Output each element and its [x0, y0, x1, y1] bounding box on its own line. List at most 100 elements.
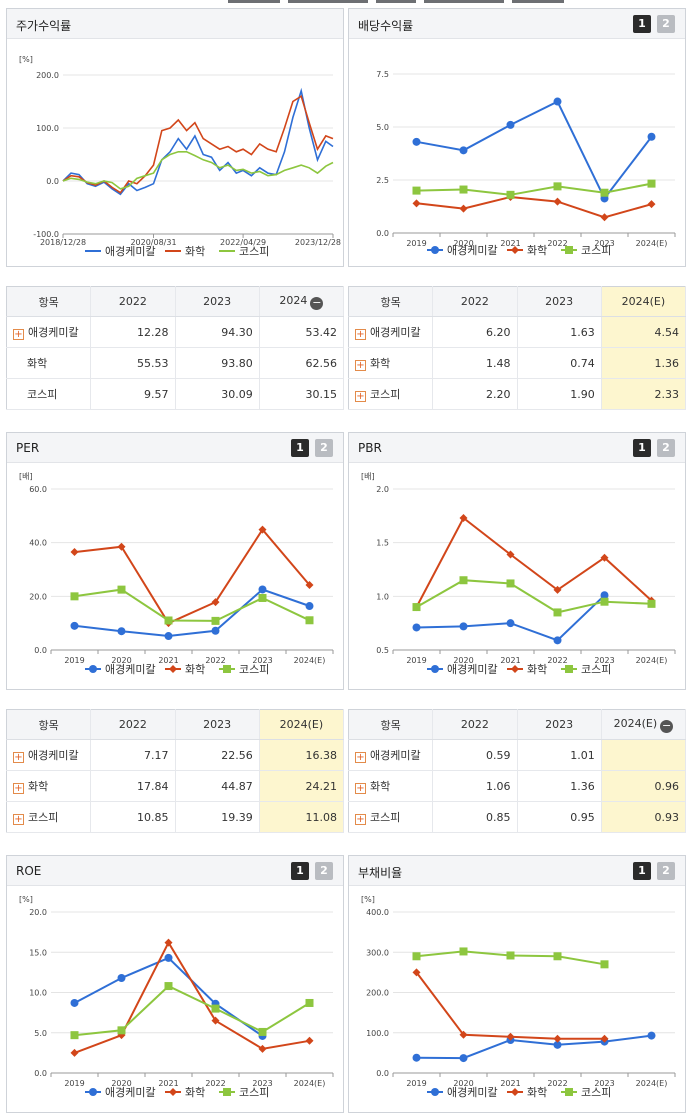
- roe-chart: [%] 20.0 15.0 10.0 5.0 0.0 2019 2020 2021 2022 202…: [19, 895, 334, 1099]
- per-chart: [배] 60.0 40.0 20.0 0.0 2019 2020 2021 2022 2023 20…: [19, 472, 334, 676]
- expand-icon[interactable]: +: [355, 391, 366, 402]
- top-tab-2[interactable]: [288, 0, 368, 3]
- series-line-kospi: [62, 151, 334, 190]
- x-tick-label: 2019: [406, 656, 426, 665]
- table-row: 화학 55.53 93.80 62.56: [6, 347, 345, 379]
- pbr-panel: PBR 1 2 [배] 2.0 1.5 1.0 0.5 2019 2020 2021 2022 2…: [348, 432, 686, 690]
- roe-panel: ROE 1 2 [%] 20.0 15.0 10.0 5.0 0.0 2019 2020 202…: [6, 855, 344, 1113]
- x-tick-label: 2019: [406, 239, 426, 248]
- data-point-kospi: [506, 579, 515, 588]
- row-name-cell[interactable]: + 코스피: [348, 801, 434, 833]
- y-tick-label: 0.5: [376, 646, 389, 655]
- data-point-company: [117, 627, 126, 636]
- data-point-kospi: [506, 190, 515, 199]
- row-name-cell[interactable]: + 화학: [348, 770, 434, 802]
- legend-label-company: 애경케미칼: [105, 1086, 156, 1099]
- data-point-kospi: [647, 179, 656, 188]
- data-point-company: [506, 619, 515, 628]
- row-name-cell[interactable]: + 애경케미칼: [6, 316, 92, 348]
- page-2-button[interactable]: 2: [657, 439, 675, 457]
- table-row: + 화학 1.06 1.36 0.96: [348, 770, 687, 802]
- top-tab-3[interactable]: [376, 0, 416, 3]
- data-point-kospi: [117, 585, 126, 594]
- value-cell: 1.01: [517, 739, 602, 771]
- table-header-cell: 항목: [6, 286, 92, 317]
- page-1-button[interactable]: 1: [633, 439, 651, 457]
- data-point-kospi: [412, 603, 421, 612]
- data-point-company: [647, 132, 656, 141]
- data-point-industry: [459, 204, 468, 213]
- page-1-button[interactable]: 1: [633, 15, 651, 33]
- expand-icon[interactable]: +: [355, 783, 366, 794]
- top-tab-5[interactable]: [512, 0, 564, 3]
- collapse-icon[interactable]: −: [310, 295, 324, 310]
- top-tab-1[interactable]: [228, 0, 280, 3]
- row-name-cell[interactable]: + 애경케미칼: [6, 739, 92, 771]
- y-tick-label: 5.0: [34, 1029, 47, 1038]
- data-point-kospi: [600, 597, 609, 606]
- row-name-cell[interactable]: + 코스피: [348, 378, 434, 410]
- page-2-button[interactable]: 2: [315, 862, 333, 880]
- data-point-industry: [305, 581, 314, 590]
- expand-icon[interactable]: +: [13, 814, 24, 825]
- table-row: + 애경케미칼 12.28 94.30 53.42: [6, 316, 345, 348]
- series-line-company: [62, 87, 334, 196]
- x-tick-label: 2023: [594, 656, 614, 665]
- value-cell: 1.48: [432, 347, 518, 379]
- row-name-cell[interactable]: + 애경케미칼: [348, 316, 434, 348]
- x-tick-label: 2023/12/28: [295, 238, 341, 247]
- row-name-cell[interactable]: + 화학: [6, 770, 92, 802]
- data-point-company: [553, 636, 562, 645]
- expand-icon[interactable]: +: [13, 329, 24, 340]
- x-tick-label: 2020: [453, 239, 473, 248]
- header-label: 항목: [38, 718, 59, 732]
- expand-icon[interactable]: +: [355, 329, 366, 340]
- header-label: 2022: [118, 718, 147, 731]
- expand-icon[interactable]: +: [355, 360, 366, 371]
- table-row: 코스피 9.57 30.09 30.15: [6, 378, 345, 410]
- data-point-industry: [164, 938, 173, 947]
- legend-label-industry: 화학: [527, 244, 547, 257]
- legend-marker-company: [89, 665, 97, 673]
- page-1-button[interactable]: 1: [291, 439, 309, 457]
- expand-icon[interactable]: +: [13, 752, 24, 763]
- x-tick-label: 2021: [500, 656, 520, 665]
- header-label: 2024(E): [279, 718, 324, 731]
- header-label: 2024(E): [621, 295, 666, 308]
- y-tick-label: 0.0: [376, 229, 389, 238]
- pbr-chart: [배]2.0 1.5 1.0 0.5 2019 2020 2021 2022 2023 2024(…: [361, 472, 676, 676]
- row-name-cell[interactable]: + 화학: [348, 347, 434, 379]
- data-point-company: [553, 97, 562, 106]
- page-2-button[interactable]: 2: [657, 862, 675, 880]
- y-tick-label: 300.0: [366, 948, 389, 957]
- data-point-industry: [412, 968, 421, 977]
- page-1-button[interactable]: 1: [633, 862, 651, 880]
- collapse-icon[interactable]: −: [660, 718, 674, 733]
- page-2-button[interactable]: 2: [315, 439, 333, 457]
- value-cell: 10.85: [90, 801, 176, 833]
- y-unit-label: [%]: [361, 895, 375, 904]
- x-tick-label: 2020: [111, 1079, 131, 1088]
- top-tab-4[interactable]: [424, 0, 504, 3]
- value-cell: 2.33: [601, 378, 687, 410]
- page-2-button[interactable]: 2: [657, 15, 675, 33]
- row-name-cell[interactable]: + 애경케미칼: [348, 739, 434, 771]
- y-unit-label: [%]: [19, 55, 33, 64]
- row-name-cell[interactable]: + 코스피: [6, 801, 92, 833]
- header-label: 2022: [118, 295, 147, 308]
- panel-title: ROE: [16, 864, 42, 878]
- expand-icon[interactable]: +: [355, 814, 366, 825]
- x-tick-label: 2020/08/31: [130, 238, 176, 247]
- page-1-button[interactable]: 1: [291, 862, 309, 880]
- value-cell: 0.95: [517, 801, 602, 833]
- expand-icon[interactable]: +: [355, 752, 366, 763]
- legend-marker-company: [431, 665, 439, 673]
- expand-icon[interactable]: +: [13, 783, 24, 794]
- per-panel: PER 1 2 [배] 60.0 40.0 20.0 0.0 2019 2020 2021 20…: [6, 432, 344, 690]
- legend-marker-company: [431, 246, 439, 254]
- legend-marker-industry: [169, 665, 177, 673]
- x-tick-label: 2020: [453, 1079, 473, 1088]
- per-table: 항목 2022 2023 2024(E) + 애경케미칼 7.17 22.56 16.38 + 화학…: [6, 709, 345, 833]
- data-point-industry: [70, 1048, 79, 1057]
